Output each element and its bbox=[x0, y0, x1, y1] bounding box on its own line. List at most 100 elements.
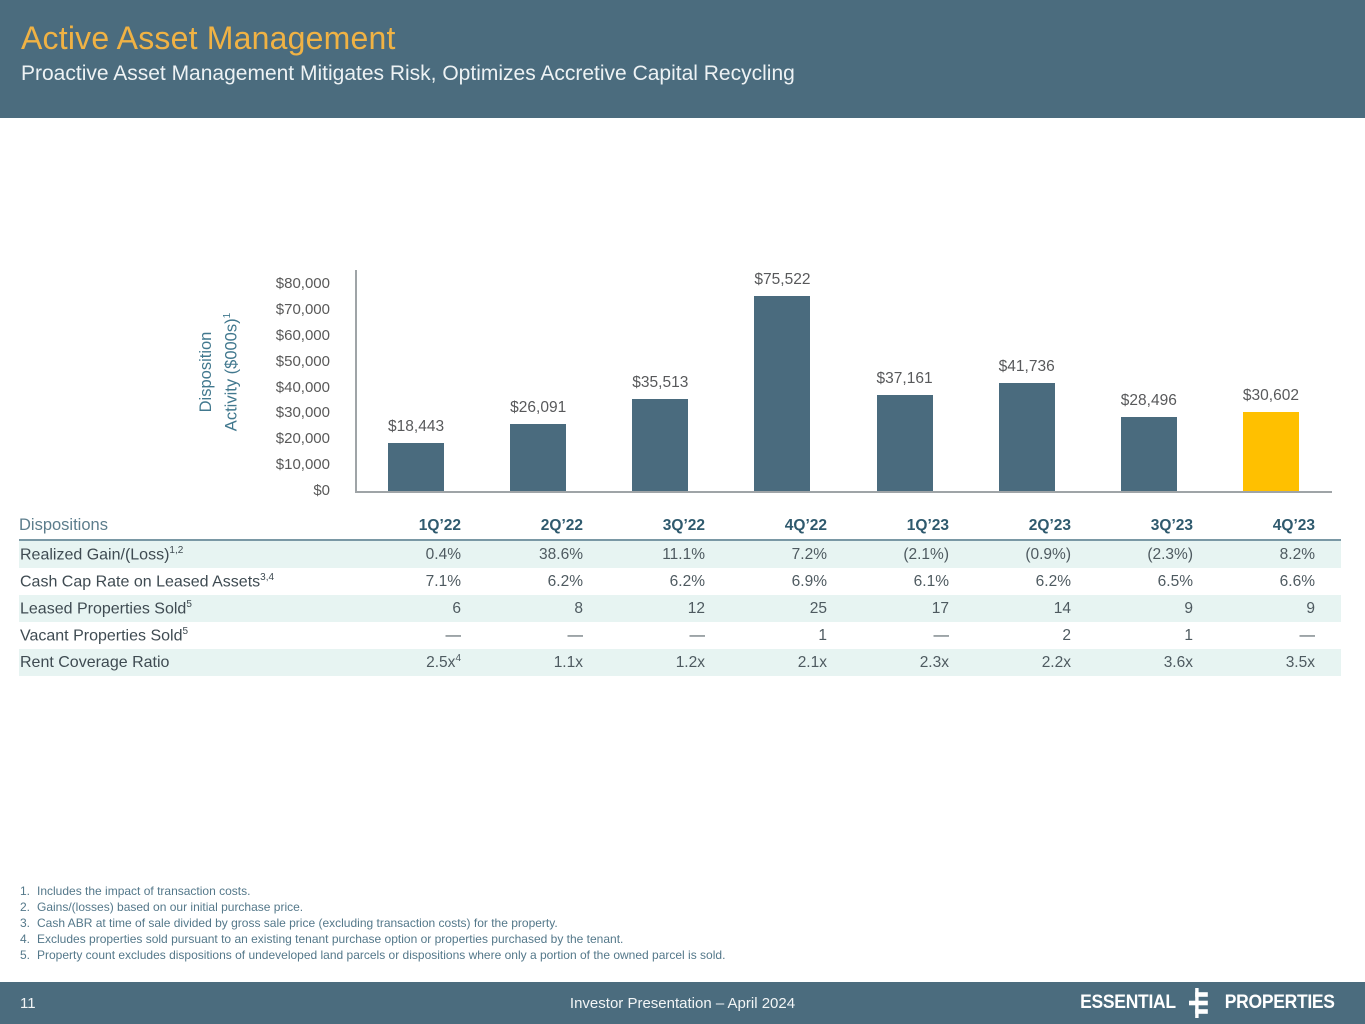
table-header-row: Dispositions 1Q’22 2Q’22 3Q’22 4Q’22 1Q’23 2Q… bbox=[19, 512, 1341, 541]
y-axis-title: Disposition Activity ($000s)1 bbox=[197, 312, 241, 432]
y-axis-line bbox=[355, 270, 357, 492]
y-tick-label: $10,000 bbox=[275, 456, 330, 474]
bar-2Q’22 bbox=[510, 423, 567, 491]
table-cell: 1.2x bbox=[675, 653, 705, 671]
table-cell: — bbox=[933, 626, 950, 644]
table-cell: 1 bbox=[818, 626, 827, 644]
logo-word-essential: ESSENTIAL bbox=[1079, 992, 1176, 1013]
column-header: 2Q’22 bbox=[540, 517, 583, 534]
table-cell: 9 bbox=[1306, 599, 1315, 617]
footnote: 2. Gains/(losses) based on our initial pu… bbox=[20, 899, 304, 914]
y-axis-ticks: $80,000 $70,000 $60,000 $50,000 $40,000 $30,0… bbox=[235, 275, 330, 499]
y-tick-label: $40,000 bbox=[275, 378, 330, 396]
table-cell: — bbox=[445, 626, 462, 644]
column-header: 1Q’22 bbox=[418, 517, 461, 534]
table-cell: 1 bbox=[1184, 626, 1193, 644]
bar-value-label: $35,513 bbox=[632, 374, 689, 392]
table-row: Realized Gain/(Loss)1,2 0.4% 38.6% 11.1% 7.2… bbox=[19, 541, 1341, 568]
y-tick-label: $60,000 bbox=[275, 326, 330, 344]
footnotes: 1. Includes the impact of transaction cos… bbox=[20, 884, 725, 964]
bar-slot: $75,522 bbox=[721, 271, 843, 491]
table-cell: 6.2% bbox=[1035, 572, 1071, 590]
footer-caption: Investor Presentation – April 2024 bbox=[569, 994, 796, 1012]
bar-4Q’22 bbox=[754, 295, 811, 491]
footnote: 3. Cash ABR at time of sale divided by gr… bbox=[20, 915, 558, 930]
column-header: 1Q’23 bbox=[906, 517, 949, 534]
table-cell: 6.9% bbox=[791, 572, 827, 590]
table-cell: — bbox=[1299, 626, 1316, 644]
y-tick-label: $80,000 bbox=[275, 275, 330, 292]
table-cell: 6.5% bbox=[1157, 572, 1193, 590]
table-cell: 2.2x bbox=[1041, 653, 1071, 671]
bar-slot: $28,496 bbox=[1088, 284, 1210, 491]
y-tick-label: $30,000 bbox=[275, 404, 330, 422]
table-cell: — bbox=[689, 626, 706, 644]
bar-value-label: $18,443 bbox=[388, 418, 445, 436]
bar-value-label: $30,602 bbox=[1242, 386, 1299, 404]
page-subtitle: Proactive Asset Management Mitigates Ris… bbox=[21, 61, 795, 85]
table-cell: 12 bbox=[687, 599, 705, 617]
footer-band: 11 Investor Presentation – April 2024 ES… bbox=[0, 982, 1365, 1024]
bar-value-label: $37,161 bbox=[876, 369, 933, 387]
table-cell: 6.6% bbox=[1279, 572, 1315, 590]
bar-slot: $26,091 bbox=[477, 284, 599, 491]
table-cell: 8 bbox=[574, 599, 583, 617]
bar-1Q’23 bbox=[876, 394, 933, 491]
footnote: 1. Includes the impact of transaction cos… bbox=[20, 884, 251, 898]
essential-properties-mark-icon bbox=[1188, 988, 1211, 1018]
bar-value-label: $75,522 bbox=[754, 270, 811, 288]
row-label: Cash Cap Rate on Leased Assets3,4 bbox=[20, 571, 275, 591]
table-row: Rent Coverage Ratio 2.5x4 1.1x 1.2x 2.1x 2.3x… bbox=[19, 649, 1341, 676]
table-cell: 8.2% bbox=[1279, 545, 1315, 563]
y-tick-label: $0 bbox=[313, 482, 330, 499]
table-row: Leased Properties Sold5 6 8 12 25 17 14 9 9 bbox=[19, 595, 1341, 622]
column-header: 3Q’22 bbox=[662, 517, 705, 534]
bar-value-label: $41,736 bbox=[998, 358, 1055, 376]
column-header: 4Q’23 bbox=[1272, 517, 1315, 534]
bar-slot: $41,736 bbox=[966, 284, 1088, 491]
bar-slot: $35,513 bbox=[599, 284, 721, 491]
table-cell: 25 bbox=[809, 599, 827, 617]
table-cell: 2.3x bbox=[919, 653, 949, 671]
bar-3Q’23 bbox=[1120, 417, 1177, 491]
table-cell: 6.2% bbox=[547, 572, 583, 590]
row-label: Rent Coverage Ratio bbox=[20, 653, 170, 671]
table-cell: (2.1%) bbox=[903, 545, 949, 563]
bar-3Q’22 bbox=[632, 399, 689, 491]
table-cell: 14 bbox=[1053, 599, 1071, 617]
table-cell: 11.1% bbox=[662, 545, 705, 563]
table-cell: (2.3%) bbox=[1147, 545, 1193, 563]
y-tick-label: $20,000 bbox=[275, 430, 330, 448]
bar-slot: $18,443 bbox=[355, 284, 477, 491]
table-cell: 6.2% bbox=[669, 572, 705, 590]
table-cell: 6.1% bbox=[913, 572, 949, 590]
table-cell: 2.1x bbox=[797, 653, 827, 671]
footnote: 5. Property count excludes dispositions o… bbox=[20, 947, 726, 962]
table-cell: — bbox=[567, 626, 584, 644]
row-label: Leased Properties Sold5 bbox=[20, 598, 192, 618]
page-number: 11 bbox=[20, 994, 36, 1012]
dispositions-table: Dispositions 1Q’22 2Q’22 3Q’22 4Q’22 1Q’23 2Q… bbox=[19, 512, 1341, 676]
table-cell: 6 bbox=[452, 599, 461, 617]
bar-1Q’22 bbox=[388, 443, 445, 491]
table-title: Dispositions bbox=[19, 516, 108, 534]
bar-value-label: $28,496 bbox=[1120, 392, 1177, 410]
essential-properties-logo: ESSENTIAL PROPERTIES bbox=[1076, 988, 1339, 1018]
table-cell: (0.9%) bbox=[1025, 545, 1071, 563]
bar-2Q’23 bbox=[998, 383, 1055, 491]
column-header: 4Q’22 bbox=[784, 517, 827, 534]
table-cell: 3.6x bbox=[1163, 653, 1193, 671]
column-header: 3Q’23 bbox=[1150, 517, 1193, 534]
bar-value-label: $26,091 bbox=[510, 398, 567, 416]
table-row: Vacant Properties Sold5 — — — 1 — 2 1 — bbox=[19, 622, 1341, 649]
table-cell: 0.4% bbox=[425, 545, 461, 563]
table-cell: 3.5x bbox=[1285, 653, 1315, 671]
y-tick-label: $70,000 bbox=[275, 300, 330, 318]
x-axis-line bbox=[355, 491, 1332, 493]
header-band: Active Asset Management Proactive Asset … bbox=[0, 0, 1365, 118]
y-tick-label: $50,000 bbox=[275, 352, 330, 370]
table-body: Realized Gain/(Loss)1,2 0.4% 38.6% 11.1% 7.2… bbox=[19, 541, 1341, 676]
bar-4Q’23 bbox=[1242, 411, 1299, 491]
table-cell: 2.5x4 bbox=[426, 652, 461, 672]
